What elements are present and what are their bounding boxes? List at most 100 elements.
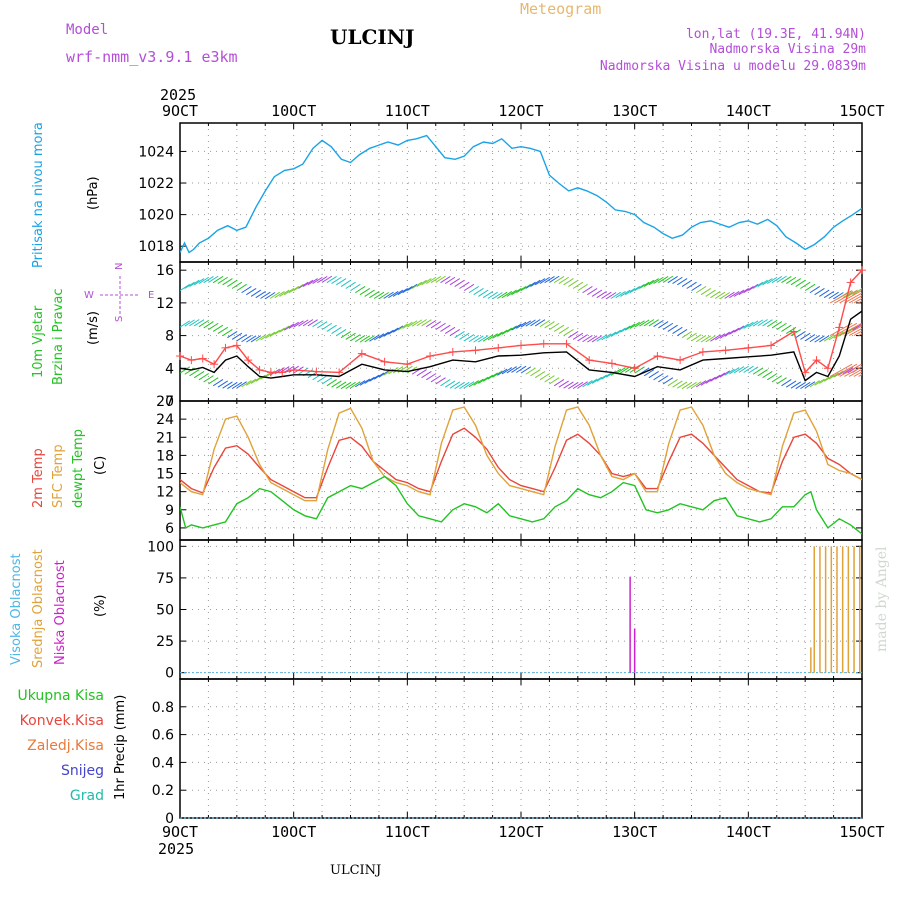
wind-barb (530, 279, 541, 287)
wind-barb (354, 286, 366, 294)
wind-barb (269, 291, 281, 299)
wind-barb (416, 319, 427, 327)
wind-barb (781, 275, 792, 284)
wind-barb (222, 278, 233, 286)
wind-barb (459, 332, 470, 340)
panel-frame (179, 261, 863, 402)
wind-barb (568, 279, 579, 287)
wind-barb (587, 378, 598, 386)
wind-barb (710, 334, 721, 342)
wind-barb (809, 286, 820, 294)
wind-barb (719, 292, 730, 300)
wind-barb (819, 289, 830, 297)
wind-barb (577, 283, 588, 292)
wind-barb (435, 322, 446, 330)
wind-barb (430, 321, 442, 329)
wind-barb (302, 279, 314, 287)
wind-barb (729, 367, 740, 375)
wind-barb (610, 368, 622, 376)
bottom-tick-label: 12OCT (498, 823, 543, 841)
wind-barb (473, 287, 484, 296)
wind-barb (321, 275, 333, 283)
wind-barb (307, 319, 318, 327)
wind-barb (672, 326, 683, 334)
wind-barb (738, 365, 749, 373)
wind-barb (714, 372, 726, 380)
wind-barb (407, 283, 418, 292)
wind-barb (411, 319, 423, 327)
wind-barb (501, 327, 513, 335)
wind-barb (440, 379, 451, 387)
wind-barb (553, 379, 565, 387)
temperature-panel: 6 9 12 15 18 21 24 27 (156, 394, 863, 541)
wind-barb (563, 278, 574, 286)
wind-barb (255, 374, 266, 382)
wind-barb (449, 328, 461, 337)
wind-barb (691, 381, 702, 389)
elevation-label: Nadmorska Visina 29m (709, 42, 866, 57)
wind-barb (321, 322, 333, 330)
wind-barb (520, 320, 532, 328)
wind-barb (615, 327, 626, 335)
low-cloud-label: Niska Oblacnost (53, 560, 68, 665)
wind-barb (629, 286, 641, 294)
wind-barb (364, 335, 375, 343)
y-tick-label: 1020 (138, 208, 174, 224)
wind-barb (440, 324, 451, 332)
wind-barb (558, 276, 569, 284)
wind-barb (539, 319, 551, 328)
wind-barb (212, 324, 224, 332)
wind-barb (411, 281, 423, 289)
wind-barb (331, 380, 342, 388)
wind-barb (757, 279, 768, 287)
wind-barb (378, 370, 389, 378)
wind-barb (577, 334, 588, 342)
wind-barb (809, 380, 820, 388)
wind-barb (790, 278, 802, 286)
wind-barb (601, 372, 612, 380)
wind-barb (208, 377, 219, 385)
wind-barb (705, 376, 716, 384)
panel-frame (179, 678, 863, 819)
wind-barb (705, 335, 716, 343)
wind-barb (497, 368, 508, 376)
wind-barb (430, 275, 442, 284)
bottom-tick-label: 9OCT (162, 823, 198, 841)
wind-barb (350, 334, 361, 342)
bottom-tick-label: 13OCT (612, 823, 657, 841)
wind-barb (345, 281, 356, 289)
legend-total-rain: Ukupna Kisa (17, 688, 104, 704)
bottom-time-axis: 9OCT 10OCT 11OCT 12OCT 13OCT 14OCT 15OCT (162, 823, 885, 841)
wind-barb (463, 283, 475, 292)
wind-barb (677, 381, 688, 389)
pressure-axis-label: Pritisak na nivou mora (hPa) (31, 122, 101, 268)
wind-barb (686, 281, 697, 289)
wind-barb (407, 320, 418, 328)
y-tick-label: 50 (156, 603, 174, 619)
wind-barb (231, 281, 243, 289)
wind-barb (615, 290, 626, 299)
wind-barb (762, 319, 773, 327)
wind-barb (231, 332, 243, 340)
wind-barb (819, 376, 830, 384)
wind-barb (710, 374, 721, 382)
wind-barb (255, 290, 266, 299)
wind-barb (800, 332, 811, 340)
wind-barb (392, 325, 404, 333)
wind-barb (359, 287, 371, 296)
wind-barb (648, 278, 659, 286)
wind-barb (662, 377, 674, 385)
wind-barb (250, 376, 262, 384)
wind-label-2: Brzina i Pravac (51, 288, 66, 385)
wind-barb (823, 334, 835, 342)
wind-barb (482, 334, 494, 342)
wind-barb (624, 287, 636, 296)
wind-barb (662, 275, 674, 283)
wind-barb (691, 283, 702, 292)
wind-barb (785, 380, 797, 388)
wind-barb (686, 332, 697, 340)
wind-barb (620, 289, 631, 297)
wind-barb (492, 370, 503, 378)
wind-barb (283, 323, 295, 331)
pressure-unit: (hPa) (86, 176, 101, 210)
